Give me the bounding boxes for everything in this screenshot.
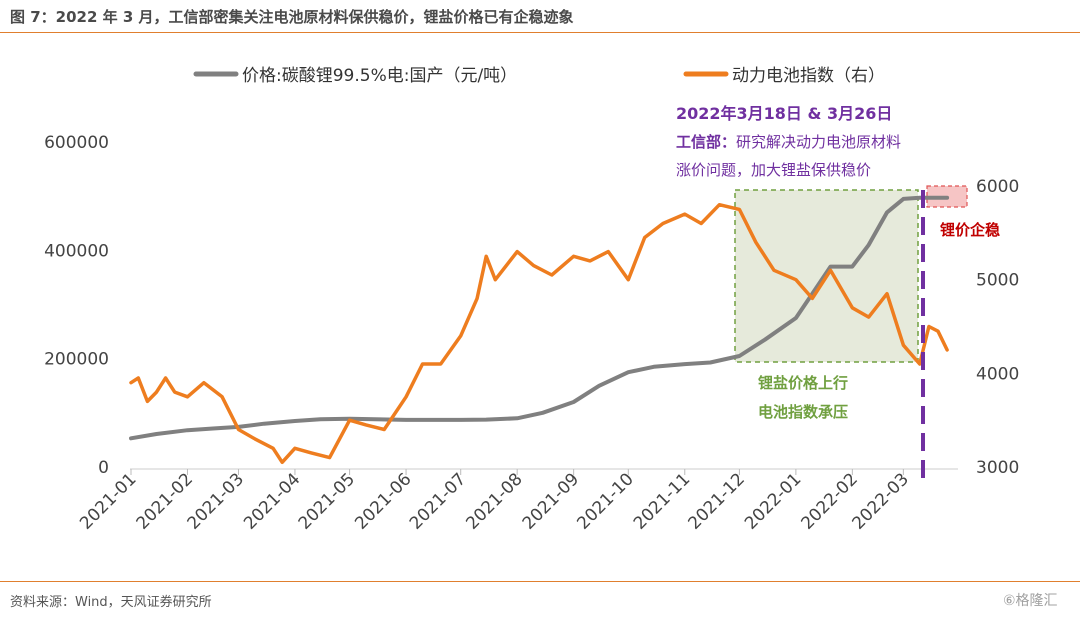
annotation-date-title: 2022年3月18日 & 3月26日 bbox=[676, 104, 892, 123]
footer-divider bbox=[0, 581, 1080, 582]
y-left-tick-label: 200000 bbox=[44, 350, 109, 370]
x-tick-label: 2021-07 bbox=[406, 469, 470, 533]
x-tick-label: 2021-11 bbox=[630, 469, 694, 533]
y-left-tick-label: 400000 bbox=[44, 241, 109, 261]
source-note: 资料来源：Wind，天风证券研究所 bbox=[10, 595, 212, 610]
x-tick-label: 2022-01 bbox=[741, 469, 805, 533]
legend-price-label: 价格:碳酸锂99.5%电:国产（元/吨） bbox=[242, 66, 517, 86]
x-tick-label: 2021-06 bbox=[351, 469, 415, 533]
annotation-miit-prefix: 工信部： bbox=[676, 133, 736, 151]
y-left-tick-label: 0 bbox=[98, 458, 109, 478]
annotation-miit-text1: 研究解决动力电池原材料 bbox=[736, 133, 901, 151]
legend-index-label: 动力电池指数（右） bbox=[732, 66, 885, 86]
y-right-tick-label: 3000 bbox=[976, 458, 1019, 478]
annotation-green-line1: 锂盐价格上行 bbox=[758, 374, 848, 392]
annotation-red-label: 锂价企稳 bbox=[940, 221, 1000, 239]
x-tick-label: 2021-08 bbox=[462, 469, 526, 533]
series-line-battery-index bbox=[129, 202, 949, 465]
series-line-lithium-price bbox=[129, 195, 950, 441]
x-tick-label: 2021-05 bbox=[295, 469, 359, 533]
annotation-miit-line2: 涨价问题，加大锂盐保供稳价 bbox=[676, 161, 871, 179]
figure-caption: 图 7：2022 年 3 月，工信部密集关注电池原材料保供稳价，锂盐价格已有企稳… bbox=[10, 8, 574, 26]
x-tick-label: 2021-03 bbox=[184, 469, 248, 533]
y-right-tick-label: 4000 bbox=[976, 364, 1019, 384]
x-tick-label: 2022-03 bbox=[849, 469, 913, 533]
watermark-logo: ⑥格隆汇 bbox=[1003, 593, 1058, 609]
x-tick-label: 2021-12 bbox=[685, 469, 749, 533]
y-right-tick-label: 6000 bbox=[976, 177, 1019, 197]
x-tick-label: 2021-04 bbox=[240, 469, 304, 533]
y-right-tick-label: 5000 bbox=[976, 271, 1019, 291]
annotation-green-line2: 电池指数承压 bbox=[758, 403, 848, 421]
x-tick-label: 2021-01 bbox=[76, 469, 140, 533]
x-tick-label: 2021-09 bbox=[519, 469, 583, 533]
caption-divider bbox=[0, 32, 1080, 33]
annotation-miit-line1: 工信部：研究解决动力电池原材料 bbox=[676, 133, 901, 151]
y-left-tick-label: 600000 bbox=[44, 133, 109, 153]
x-tick-label: 2021-10 bbox=[573, 469, 637, 533]
